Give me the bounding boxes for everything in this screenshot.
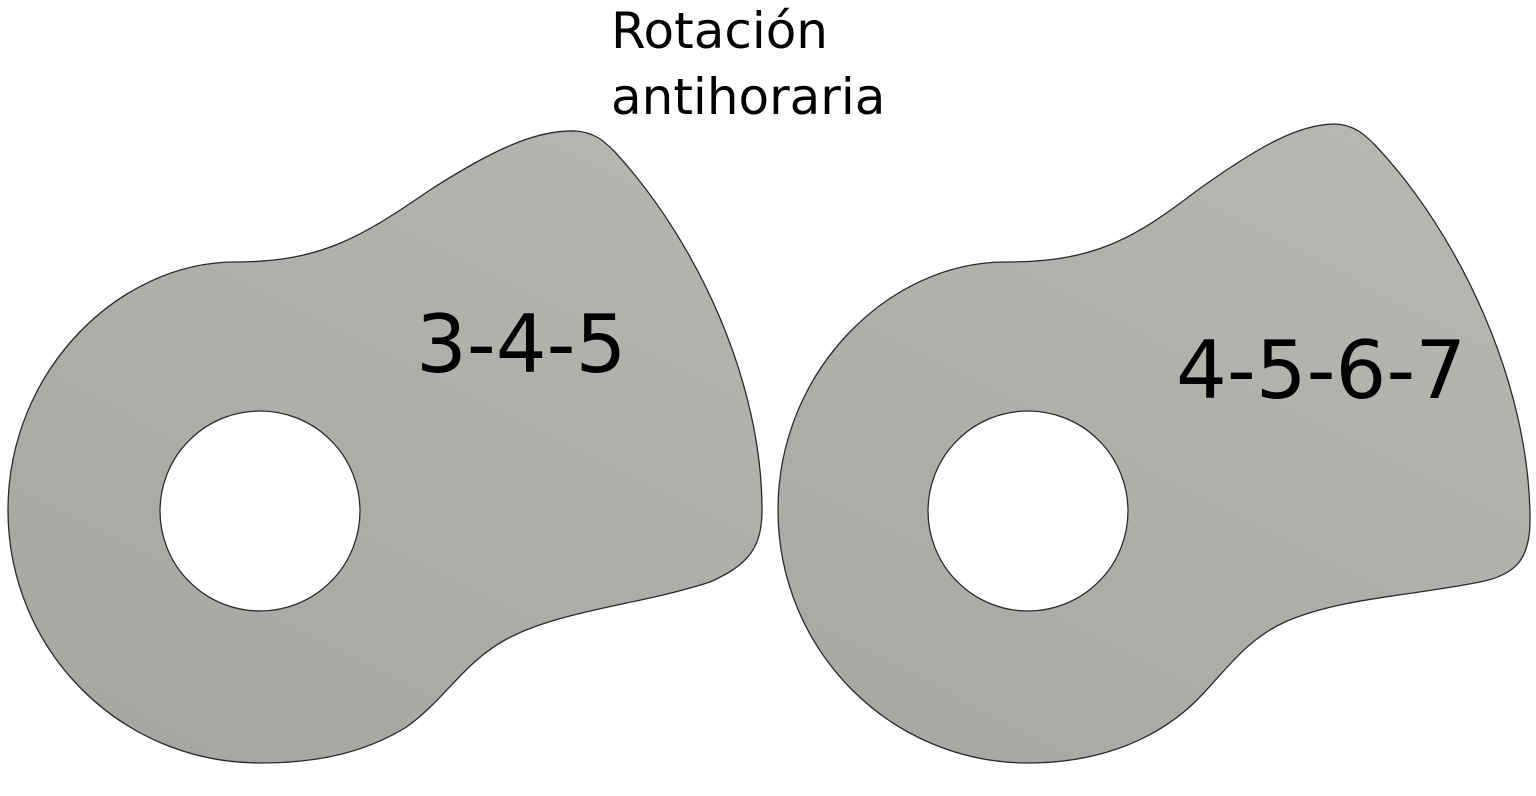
title-line-1: Rotación <box>611 2 828 60</box>
cam-left: 3-4-5 <box>7 130 763 764</box>
title-line-2: antihoraria <box>611 68 885 126</box>
cam-right-bore <box>927 410 1129 612</box>
cam-right-profile <box>777 123 1531 764</box>
cam-left-label: 3-4-5 <box>416 298 626 391</box>
cam-right: 4-5-6-7 <box>777 123 1531 764</box>
cam-left-bore <box>159 410 361 612</box>
cam-right-label: 4-5-6-7 <box>1176 324 1466 417</box>
cam-left-profile <box>7 130 763 764</box>
